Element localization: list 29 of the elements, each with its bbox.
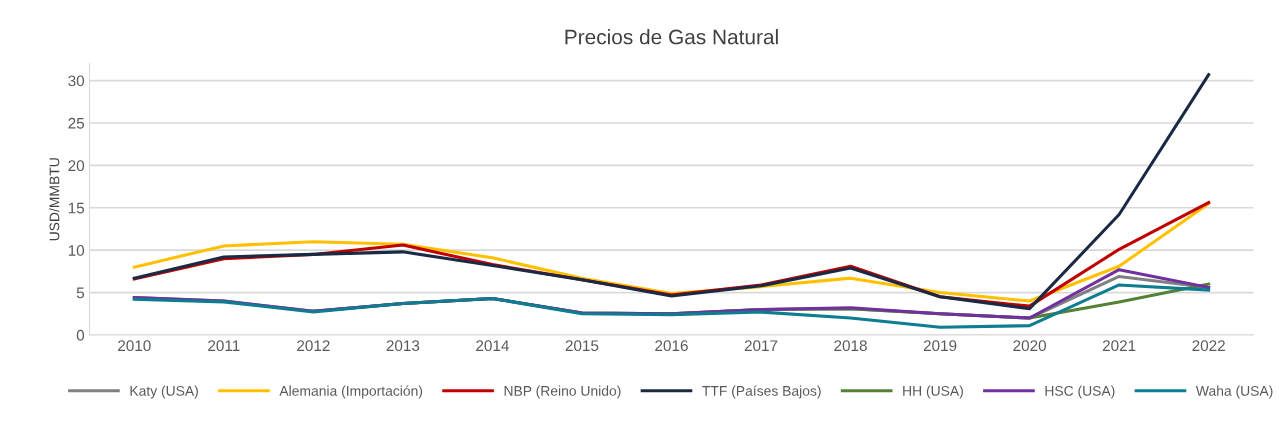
y-tick-label: 0 [76, 329, 85, 341]
x-tick-label: 2020 [1013, 340, 1046, 352]
x-tick-label: 2015 [565, 340, 599, 352]
x-tick-label: 2014 [476, 340, 509, 352]
x-tick-label: 2012 [297, 340, 330, 352]
legend-label: Katy (USA) [130, 385, 198, 399]
x-tick-label: 2016 [655, 340, 688, 352]
legend-label: NBP (Reino Unido) [504, 385, 621, 399]
y-tick-label: 30 [68, 75, 85, 87]
y-tick-label: 25 [68, 117, 85, 129]
legend-label: HSC (USA) [1045, 385, 1115, 399]
y-axis-title: USD/MMBTU [49, 158, 60, 241]
y-tick-label: 10 [68, 245, 85, 256]
x-tick-label: 2018 [834, 340, 867, 352]
x-tick-label: 2011 [208, 340, 240, 352]
legend-label: Waha (USA) [1195, 385, 1273, 399]
y-tick-label: 15 [68, 202, 85, 214]
y-tick-label: 5 [76, 287, 85, 299]
legend-label: HH (USA) [903, 385, 963, 399]
x-tick-label: 2019 [923, 340, 957, 352]
x-tick-label: 2017 [744, 340, 778, 352]
x-tick-label: 2021 [1102, 340, 1136, 352]
chart-title: Precios de Gas Natural [565, 29, 778, 45]
x-tick-label: 2013 [386, 340, 420, 352]
x-tick-label: 2022 [1192, 340, 1225, 352]
x-tick-label: 2010 [118, 340, 151, 352]
y-tick-label: 20 [68, 160, 85, 172]
legend-label: Alemania (Importación) [279, 385, 423, 399]
legend-label: TTF (Países Bajos) [702, 385, 821, 399]
